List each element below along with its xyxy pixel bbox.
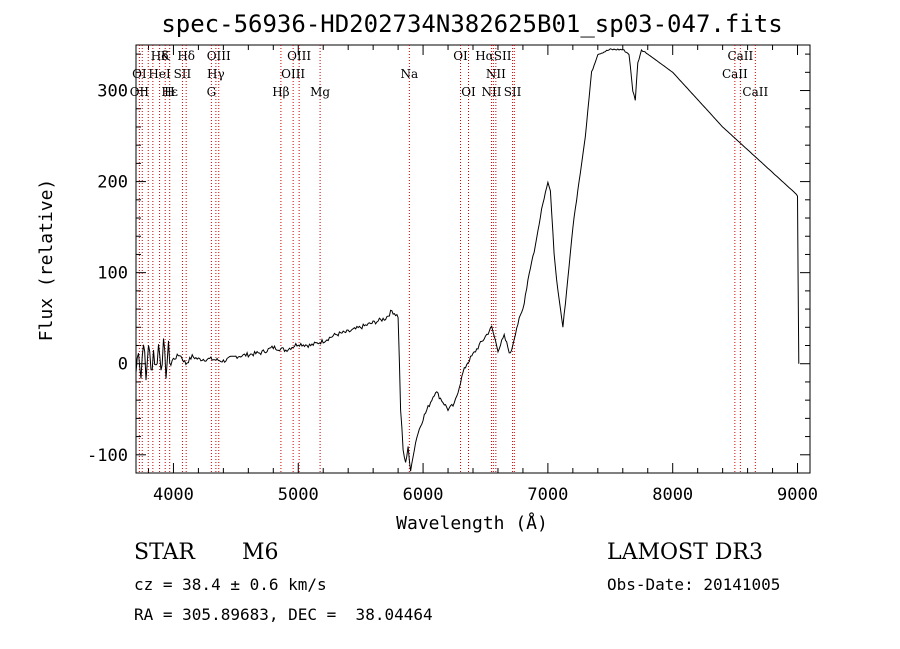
x-tick-label: 5000 (278, 485, 319, 505)
line-label: NII (486, 67, 506, 81)
line-label: NII (481, 85, 501, 99)
x-tick-label: 4000 (153, 485, 194, 505)
line-label: HαSII (475, 49, 512, 63)
y-tick-label: 100 (97, 264, 128, 284)
redshift-cz: cz = 38.4 ± 0.6 km/s (134, 575, 327, 594)
x-tick-label: 9000 (777, 485, 818, 505)
object-type: STAR (134, 540, 195, 565)
emission-line-markers (138, 45, 756, 473)
line-label: Hβ (272, 85, 289, 99)
spectral-subclass: M6 (242, 540, 279, 565)
line-label: SII (504, 85, 522, 99)
line-label: CaII (727, 49, 753, 63)
y-tick-label: 300 (97, 82, 128, 102)
y-axis-label: Flux (relative) (36, 179, 57, 342)
survey-name: LAMOST DR3 (607, 540, 763, 565)
line-label: Na (401, 67, 419, 81)
line-label: Hδ (151, 49, 169, 63)
x-axis-label: Wavelength (Å) (396, 512, 548, 534)
line-label: G (207, 85, 217, 99)
line-label: OII (130, 85, 150, 99)
observation-date: Obs-Date: 20141005 (607, 575, 781, 594)
x-tick-label: 6000 (403, 485, 444, 505)
line-label: OI (461, 85, 476, 99)
coordinates: RA = 305.89683, DEC = 38.04464 (134, 605, 433, 624)
line-label: HeI (148, 67, 171, 81)
line-label: OI (132, 67, 147, 81)
line-label: OIII (287, 49, 311, 63)
line-label: CaII (722, 67, 748, 81)
line-label: SII (174, 67, 192, 81)
plot-frame (135, 44, 811, 474)
line-label: OIII (281, 67, 305, 81)
line-label: H (164, 85, 174, 99)
y-tick-label: 200 (97, 173, 128, 193)
line-label: CaII (742, 85, 768, 99)
x-tick-label: 7000 (527, 485, 568, 505)
x-tick-label: 8000 (652, 485, 693, 505)
line-label: Hδ (177, 49, 195, 63)
line-label: Mg (310, 85, 330, 99)
plot-axes: 4000 5000 6000 7000 8000 9000 -100 0 100 200 300 (87, 44, 818, 505)
line-label: Hε (161, 85, 178, 99)
line-label: K (161, 49, 171, 63)
line-label: Hγ (207, 67, 225, 81)
line-label: OI (453, 49, 468, 63)
spectrum-line (135, 48, 800, 472)
chart-title: spec-56936-HD202734N382625B01_sp03-047.f… (161, 10, 782, 38)
line-label: OIII (207, 49, 231, 63)
y-tick-label: 0 (118, 355, 128, 375)
y-tick-label: -100 (87, 446, 128, 466)
